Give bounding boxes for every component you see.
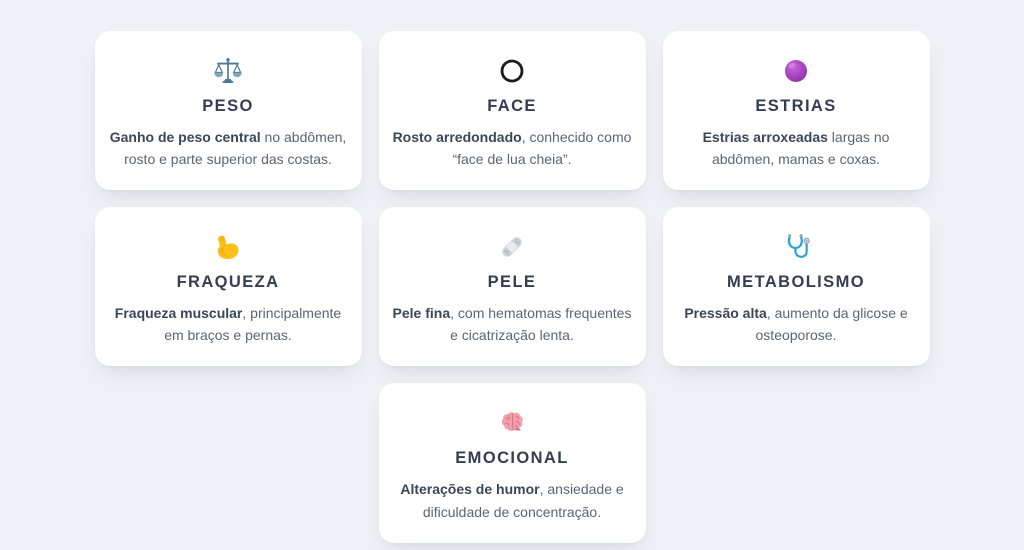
card-description-lead: Fraqueza muscular [114, 305, 243, 322]
symptom-cards-grid: PESO Ganho de peso central no abdômen, r… [92, 0, 932, 543]
card-emocional: EMOCIONAL Alterações de humor, ansiedade… [378, 383, 646, 543]
purple-circle-icon [677, 55, 916, 87]
card-description-lead: Ganho de peso central [109, 129, 261, 145]
card-title: FACE [487, 97, 537, 115]
card-fraqueza: FRAQUEZA Fraqueza muscular, principalmen… [94, 207, 362, 367]
card-description-lead: Pele fina [392, 305, 451, 322]
card-description-lead: Estrias arroxeadas [702, 129, 828, 145]
card-description-lead: Pressão alta [684, 305, 767, 322]
card-face: FACE Rosto arredondado, conhecido como “… [378, 31, 646, 191]
card-description-lead: Alterações de humor [400, 481, 540, 498]
card-title: EMOCIONAL [455, 449, 569, 468]
brain-icon [393, 407, 632, 439]
card-description-rest: , principalmente em braços e pernas. [164, 305, 342, 344]
scales-icon [109, 55, 348, 87]
card-peso: PESO Ganho de peso central no abdômen, r… [94, 31, 362, 191]
card-description-rest: , com hematomas frequentes e cicatrizaçã… [450, 305, 632, 344]
card-description: Pressão alta, aumento da glicose e osteo… [677, 302, 916, 346]
bandage-icon [393, 231, 632, 263]
card-title: ESTRIAS [755, 97, 837, 115]
card-description: Ganho de peso central no abdômen, rosto … [109, 126, 348, 170]
card-description: Estrias arroxeadas largas no abdômen, ma… [677, 126, 916, 170]
flexed-biceps-icon [109, 231, 348, 263]
card-description: Fraqueza muscular, principalmente em bra… [109, 302, 348, 346]
card-title: PELE [487, 273, 537, 292]
card-title: PESO [202, 97, 254, 115]
card-description-rest: largas no abdômen, mamas e coxas. [711, 129, 890, 168]
card-description: Rosto arredondado, conhecido como “face … [393, 126, 632, 170]
card-description-rest: , conhecido como “face de lua cheia”. [452, 129, 632, 168]
card-metabolismo: METABOLISMO Pressão alta, aumento da gli… [662, 207, 930, 367]
card-pele: PELE Pele fina, com hematomas frequentes… [378, 207, 646, 367]
card-description-lead: Rosto arredondado [392, 129, 522, 145]
card-description-rest: no abdômen, rosto e parte superior das c… [124, 129, 347, 168]
card-description: Alterações de humor, ansiedade e dificul… [393, 478, 632, 522]
card-description: Pele fina, com hematomas frequentes e ci… [393, 302, 632, 346]
card-title: FRAQUEZA [176, 273, 280, 292]
stethoscope-icon [677, 231, 916, 263]
circle-outline-icon [393, 55, 632, 87]
card-description-rest: , aumento da glicose e osteoporose. [755, 305, 908, 344]
card-title: METABOLISMO [727, 273, 865, 292]
card-estrias: ESTRIAS Estrias arroxeadas largas no abd… [662, 31, 930, 191]
card-description-rest: , ansiedade e dificuldade de concentraçã… [422, 481, 624, 520]
